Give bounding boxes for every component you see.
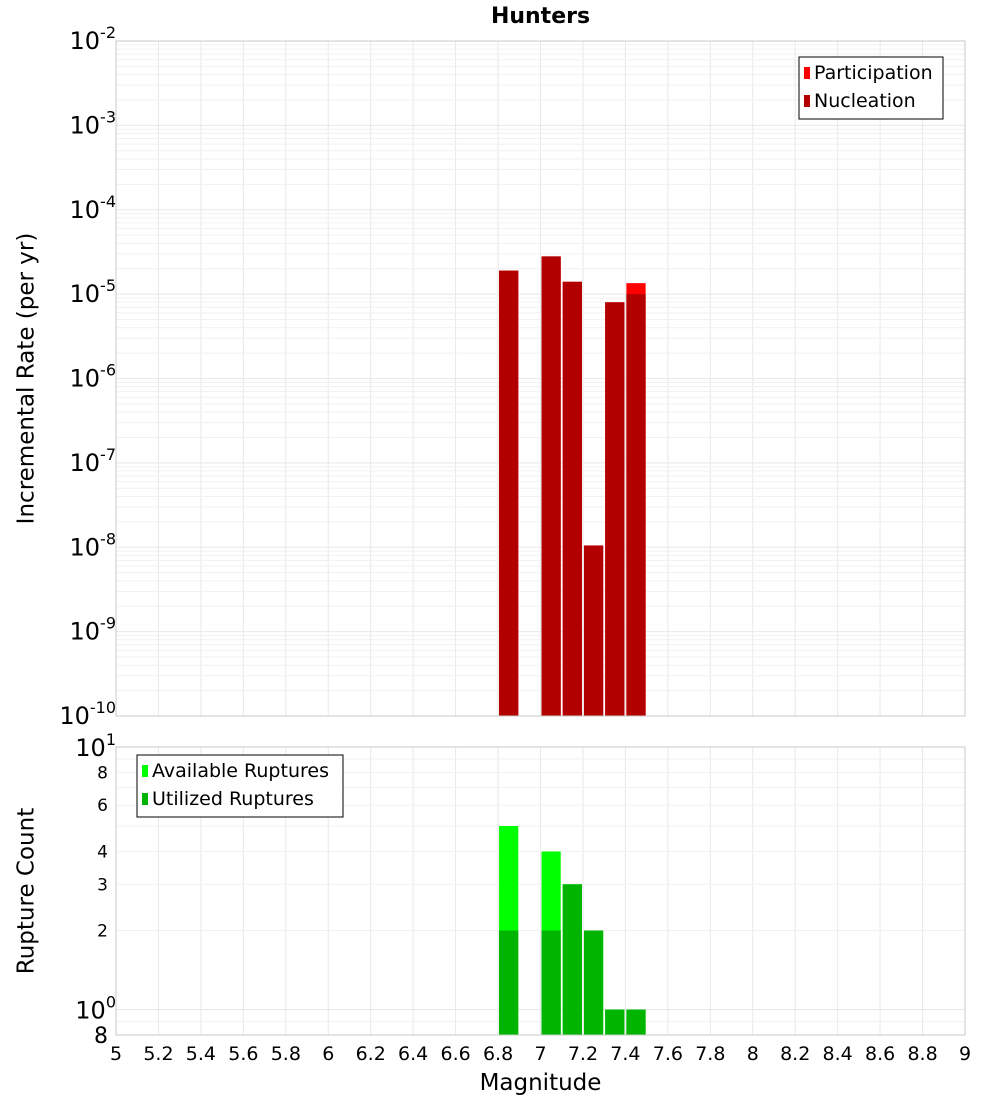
y-tick-label: 2 <box>97 922 108 942</box>
plot-area-border <box>115 746 966 1036</box>
x-tick-label: 6.4 <box>398 1043 428 1065</box>
y-tick-label: 10-3 <box>70 107 117 139</box>
x-tick-label: 7 <box>534 1043 546 1065</box>
x-tick-label: 7.4 <box>610 1043 640 1065</box>
bar-utilized-ruptures <box>583 930 604 1035</box>
y-tick-label: 10-4 <box>70 192 117 224</box>
x-tick-label: 6 <box>322 1043 334 1065</box>
x-tick-label: 9 <box>959 1043 971 1065</box>
legend: Participation Nucleation <box>798 56 944 120</box>
panel-0: 10-2 10-3 10-4 10-5 10-6 10-7 10-8 10-9 10-10 Par… <box>59 23 966 730</box>
legend-label: Utilized Ruptures <box>152 788 314 810</box>
legend-box <box>136 754 344 818</box>
legend-swatch <box>804 95 810 107</box>
x-tick-label: 7.8 <box>695 1043 725 1065</box>
bar-utilized-ruptures <box>541 930 561 1035</box>
bar-nucleation <box>583 545 604 716</box>
x-tick-label: 6.2 <box>356 1043 386 1065</box>
y-tick-label: 10-9 <box>70 614 117 646</box>
x-tick-label: 7.6 <box>653 1043 683 1065</box>
y-tick-label: 8 <box>94 1024 108 1049</box>
x-tick-label: 8.2 <box>780 1043 810 1065</box>
legend-swatch <box>804 67 810 79</box>
legend-box <box>798 56 944 120</box>
legend-label: Available Ruptures <box>152 760 329 782</box>
legend-label: Participation <box>814 62 933 84</box>
y-tick-label: 10-10 <box>59 698 116 730</box>
y-tick-label: 8 <box>97 763 108 783</box>
y-tick-label: 10-6 <box>70 361 117 393</box>
y-tick-label: 101 <box>75 730 116 762</box>
y-axis-title-rate: Incremental Rate (per yr) <box>14 233 40 525</box>
bar-utilized-ruptures <box>605 1009 625 1035</box>
y-tick-label: 6 <box>97 796 108 816</box>
bar-nucleation <box>562 281 582 716</box>
x-tick-label: 8 <box>747 1043 759 1065</box>
legend-label: Nucleation <box>814 90 916 112</box>
x-tick-label: 8.8 <box>907 1043 937 1065</box>
y-axis-title-count: Rupture Count <box>14 808 40 974</box>
legend-swatch <box>142 793 148 805</box>
bar-nucleation <box>499 270 519 716</box>
bar-nucleation <box>626 294 646 716</box>
x-tick-label: 5.2 <box>143 1043 173 1065</box>
bar-utilized-ruptures <box>499 930 519 1035</box>
x-tick-label: 8.6 <box>865 1043 895 1065</box>
x-tick-label: 7.2 <box>568 1043 598 1065</box>
x-tick-label: 5.6 <box>228 1043 258 1065</box>
x-tick-label: 6.6 <box>440 1043 470 1065</box>
plot-area-border <box>115 40 966 717</box>
bar-nucleation <box>605 302 625 716</box>
y-tick-label: 3 <box>97 875 108 895</box>
chart-title: Hunters <box>491 4 590 29</box>
bar-utilized-ruptures <box>562 884 582 1035</box>
y-tick-label: 10-2 <box>70 23 117 55</box>
y-tick-label: 10-5 <box>70 276 117 308</box>
x-tick-label: 5 <box>110 1043 122 1065</box>
legend-swatch <box>142 765 148 777</box>
x-tick-label: 5.8 <box>271 1043 301 1065</box>
y-tick-label: 4 <box>97 842 108 862</box>
bar-utilized-ruptures <box>626 1009 646 1035</box>
y-tick-label: 10-8 <box>70 529 117 561</box>
x-tick-label: 8.4 <box>823 1043 853 1065</box>
x-axis-title: Magnitude <box>480 1070 602 1096</box>
x-tick-label: 6.8 <box>483 1043 513 1065</box>
bar-nucleation <box>541 256 561 716</box>
x-axis-ticks: 5 5.2 5.4 5.6 5.8 6 6.2 6.4 6.6 6.8 7 7.2 7.4 7.6 7.8 8… <box>110 1043 971 1065</box>
y-tick-label: 100 <box>75 993 116 1025</box>
x-tick-label: 5.4 <box>186 1043 216 1065</box>
y-tick-label: 10-7 <box>70 445 117 477</box>
legend: Available Ruptures Utilized Ruptures <box>136 754 344 818</box>
